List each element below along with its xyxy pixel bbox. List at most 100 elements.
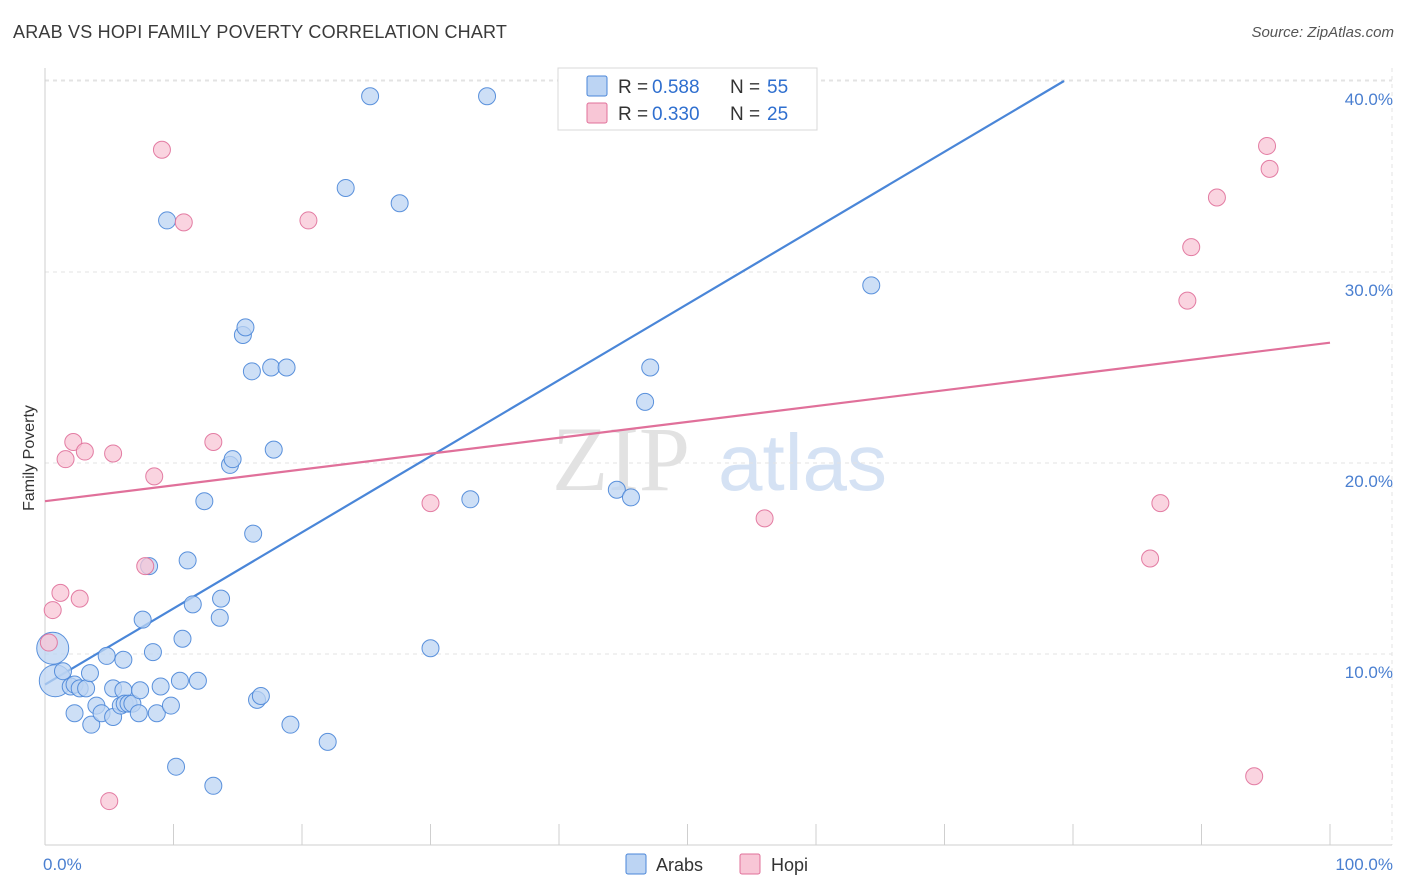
point-arabs-21 [129,704,148,723]
point-arabs-30 [170,671,189,690]
legend-hopi-r-label: R = [618,104,648,125]
point-arabs-55 [421,639,440,658]
y-axis-label: Family Poverty [21,405,38,511]
point-arabs-31 [173,629,192,648]
point-hopi-21 [1207,188,1226,207]
legend-arabs-r-value: 0.588 [652,77,700,98]
point-hopi-22 [1245,767,1264,786]
point-hopi-19 [1178,291,1197,310]
point-arabs-54 [390,194,409,213]
point-hopi-13 [204,432,223,451]
legend: R = 0.588 N = 55 R = 0.330 N = 25 [557,67,818,131]
point-hopi-20 [1182,238,1201,257]
point-arabs-34 [188,671,207,690]
point-arabs-63 [158,211,177,230]
point-arabs-22 [131,681,150,700]
point-arabs-32 [178,551,197,570]
point-arabs-57 [478,87,497,106]
legend-hopi-n-label: N = [730,104,760,125]
point-arabs-33 [183,595,202,614]
x-tick-label-100: 100.0% [1335,855,1393,874]
point-hopi-17 [1141,549,1160,568]
point-arabs-2 [53,662,72,681]
bottom-legend-swatch-arabs [625,853,647,875]
point-hopi-23 [1258,136,1277,155]
point-arabs-56 [461,490,480,509]
point-arabs-19 [114,650,133,669]
point-hopi-10 [145,467,164,486]
legend-swatch-arabs [586,75,608,97]
axes [44,68,1392,846]
point-arabs-51 [318,732,337,751]
point-arabs-28 [161,696,180,715]
point-arabs-38 [212,589,231,608]
y-tick-label-10: 10.0% [1345,663,1393,682]
point-arabs-53 [361,87,380,106]
point-hopi-14 [299,211,318,230]
legend-hopi-n-value: 25 [767,104,788,125]
point-hopi-16 [755,509,774,528]
y-tick-label-30: 30.0% [1345,281,1393,300]
y-tick-label-40: 40.0% [1345,90,1393,109]
bottom-legend-swatch-hopi [739,853,761,875]
point-hopi-8 [104,444,123,463]
point-arabs-9 [80,664,99,683]
point-hopi-24 [1260,159,1279,178]
point-hopi-0 [39,633,58,652]
point-arabs-8 [82,715,101,734]
point-arabs-60 [636,392,655,411]
point-arabs-62 [862,276,881,295]
point-hopi-18 [1151,494,1170,513]
bottom-legend: Arabs Hopi [625,853,808,875]
trendline-arabs [44,80,1065,686]
legend-swatch-hopi [586,102,608,124]
point-hopi-2 [51,583,70,602]
point-arabs-46 [251,687,270,706]
point-arabs-59 [621,488,640,507]
point-hopi-9 [136,557,155,576]
point-arabs-11 [97,646,116,665]
point-arabs-49 [277,358,296,377]
point-hopi-5 [70,589,89,608]
y-tick-labels: 10.0% 20.0% 30.0% 40.0% [1345,90,1393,682]
point-arabs-37 [210,608,229,627]
chart-title: ARAB VS HOPI FAMILY POVERTY CORRELATION … [13,22,508,42]
trendline-hopi [44,341,1331,503]
point-arabs-36 [204,776,223,795]
point-arabs-58 [607,480,626,499]
point-arabs-6 [65,704,84,723]
point-arabs-48 [264,440,283,459]
legend-arabs-n-label: N = [730,77,760,98]
point-arabs-29 [167,757,186,776]
data-points [36,87,1279,811]
bottom-legend-hopi: Hopi [771,855,808,875]
legend-arabs-n-value: 55 [767,77,788,98]
trendlines [44,80,1331,686]
point-hopi-15 [421,494,440,513]
point-arabs-40 [223,450,242,469]
legend-hopi-r-value: 0.330 [652,104,700,125]
point-arabs-61 [641,358,660,377]
point-arabs-44 [244,524,263,543]
point-arabs-35 [195,492,214,511]
point-arabs-47 [262,358,281,377]
point-hopi-4 [64,432,83,451]
point-hopi-12 [174,213,193,232]
point-hopi-1 [43,601,62,620]
x-tick-label-0: 0.0% [43,855,82,874]
source-label: Source: ZipAtlas.com [1251,24,1394,41]
point-hopi-7 [100,792,119,811]
point-arabs-52 [336,178,355,197]
point-arabs-26 [147,704,166,723]
legend-arabs-r-label: R = [618,77,648,98]
point-hopi-11 [152,140,171,159]
point-hopi-3 [56,450,75,469]
point-arabs-23 [133,610,152,629]
y-tick-label-20: 20.0% [1345,472,1393,491]
point-hopi-6 [75,442,94,461]
point-arabs-27 [151,677,170,696]
point-arabs-42 [236,318,255,337]
point-arabs-43 [242,362,261,381]
point-arabs-25 [143,643,162,662]
